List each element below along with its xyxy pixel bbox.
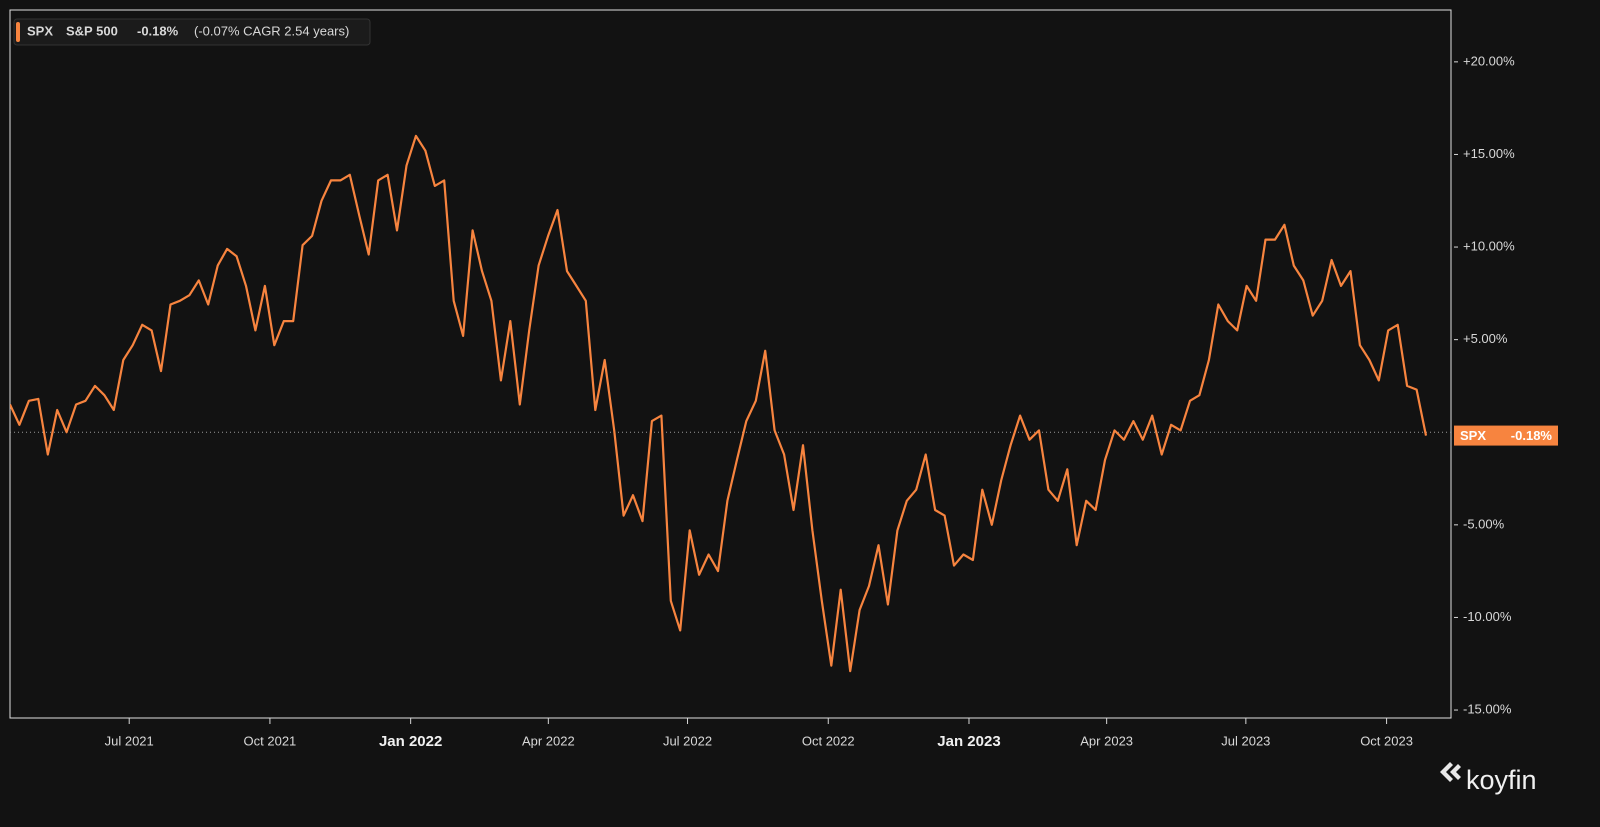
y-tick-label: -5.00% xyxy=(1463,516,1505,531)
y-tick-label: +15.00% xyxy=(1463,146,1515,161)
x-tick-label: Jul 2023 xyxy=(1221,733,1270,748)
line xyxy=(10,134,1428,673)
brand-name: koyfin xyxy=(1466,765,1537,795)
x-tick-label: Apr 2023 xyxy=(1080,733,1133,748)
legend-name: S&P 500 xyxy=(66,23,118,38)
x-tick-label: Apr 2022 xyxy=(522,733,575,748)
legend-swatch xyxy=(16,22,20,42)
x-tick-label: Oct 2021 xyxy=(244,733,297,748)
last-value-tag xyxy=(1454,425,1558,446)
y-tick-label: -15.00% xyxy=(1463,701,1512,716)
plot-clip-group xyxy=(10,134,1428,673)
y-tick-label: +10.00% xyxy=(1463,238,1515,253)
legend-change: -0.18% xyxy=(137,23,179,38)
y-tick-label: -10.00% xyxy=(1463,609,1512,624)
x-tick-label: Jan 2022 xyxy=(379,733,442,750)
legend-box xyxy=(13,18,371,46)
y-tick-label: +5.00% xyxy=(1463,331,1508,346)
last-value-symbol: SPX xyxy=(1460,428,1486,443)
x-tick-label: Jan 2023 xyxy=(937,733,1000,750)
y-tick-label: +20.00% xyxy=(1463,53,1515,68)
legend-symbol: SPX xyxy=(27,23,53,38)
plot-area xyxy=(9,9,1452,719)
x-tick-label: Jul 2021 xyxy=(105,733,154,748)
x-tick-label: Oct 2023 xyxy=(1360,733,1413,748)
legend-cagr: (-0.07% CAGR 2.54 years) xyxy=(194,23,349,38)
brand-logo xyxy=(1440,762,1461,782)
last-value-label: -0.18% xyxy=(1511,428,1553,443)
x-tick-label: Jul 2022 xyxy=(663,733,712,748)
x-tick-label: Oct 2022 xyxy=(802,733,855,748)
